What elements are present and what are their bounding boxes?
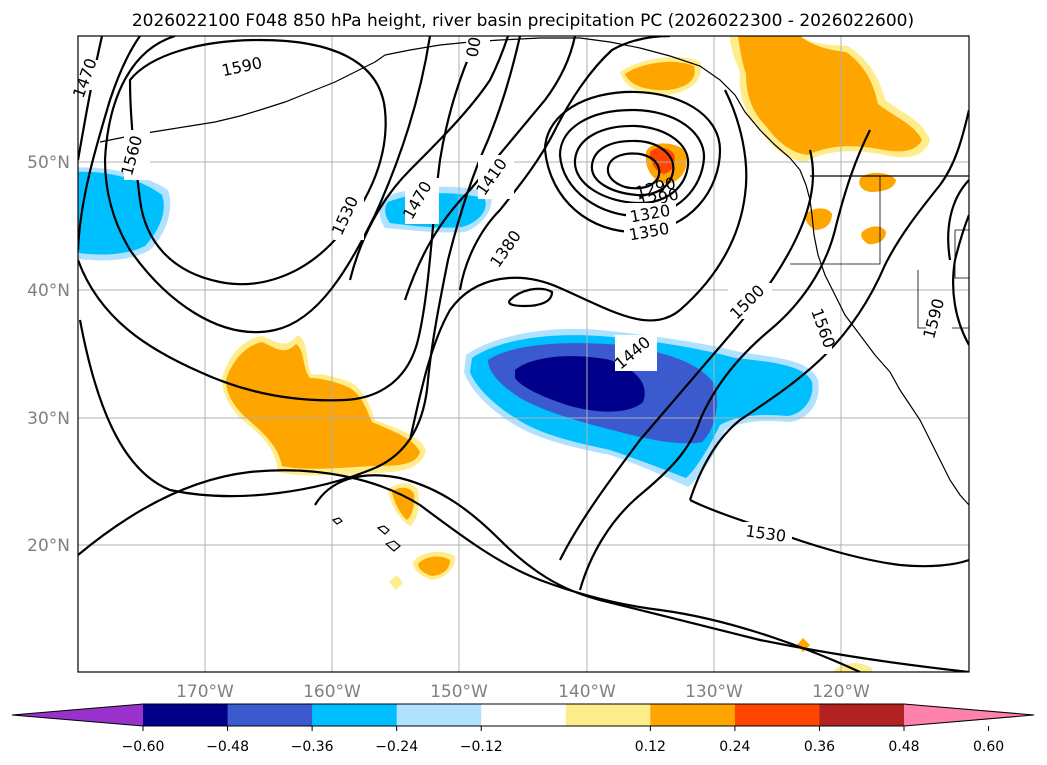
contour-1280-core (606, 152, 661, 190)
coastline-hawaii-2 (384, 540, 401, 552)
lon-label-140w: 140°W (558, 682, 616, 702)
border-state-3 (954, 229, 969, 279)
label-mask (490, 228, 526, 272)
negative-area-east-core (515, 356, 645, 412)
negative-area-west-core (78, 171, 164, 255)
map-panel: 1470 1590 1560 1530 1470 1410 1380 1440 … (69, 35, 970, 673)
colorbar-tick-label: 0.48 (888, 739, 919, 755)
colorbar-segment (143, 704, 229, 726)
colorbar-segment (481, 704, 567, 726)
coastline-hawaii-3 (331, 517, 343, 525)
contour-1530-label-line (689, 499, 969, 568)
label-mask (334, 190, 364, 240)
label-mask (124, 130, 150, 180)
label-mask (926, 295, 952, 341)
contour-1470-central (348, 36, 510, 281)
border-state-1 (790, 176, 881, 265)
coastline-hawaii-1 (376, 525, 390, 535)
contour-1530-east (578, 129, 871, 591)
colorbar-segment (565, 704, 651, 726)
positive-area-bc (738, 36, 922, 155)
lat-label-50n: 50°N (27, 153, 70, 173)
colorbar-tick-label: 0.36 (804, 739, 835, 755)
precip-shading (78, 36, 930, 672)
contour-1530-west (78, 36, 479, 402)
colorbar: −0.60 −0.48 −0.36 −0.24 −0.12 0.12 0.24 0.36 0.4… (11, 703, 1035, 755)
colorbar-segment (734, 704, 820, 726)
positive-area-subtropical (226, 342, 420, 469)
contour-1560-loop (103, 36, 432, 334)
contour-labels: 1470 1590 1560 1530 1470 1410 1380 1440 … (69, 35, 952, 546)
lat-label-20n: 20°N (27, 536, 70, 556)
positive-area-alaska (625, 61, 695, 91)
contour-1530-south (78, 469, 861, 672)
contour-label-00: 00 (462, 35, 484, 58)
colorbar-tick-label: −0.48 (206, 739, 249, 755)
positive-area-hawaii-s-core (418, 556, 450, 576)
lat-label-30n: 30°N (27, 409, 70, 429)
lon-label-160w: 160°W (303, 682, 361, 702)
colorbar-segment (396, 704, 482, 726)
colorbar-tick-label: 0.60 (973, 739, 1004, 755)
positive-area-dot-1 (389, 575, 403, 590)
label-mask (615, 335, 657, 371)
contour-1350 (543, 90, 722, 234)
map-frame (77, 35, 970, 673)
label-mask (738, 522, 792, 544)
label-mask (626, 203, 676, 223)
lon-label-130w: 130°W (685, 682, 743, 702)
label-mask (478, 155, 514, 199)
label-mask (806, 306, 832, 354)
colorbar-tick-label: 0.12 (635, 739, 666, 755)
colorbar-tick-label: −0.36 (291, 739, 334, 755)
positive-area-hawaii-n-core (392, 487, 415, 520)
contour-1380 (458, 36, 671, 291)
label-mask (624, 222, 676, 242)
contour-1410-small (508, 287, 554, 308)
map-title: 2026022100 F048 850 hPa height, river ba… (132, 11, 914, 31)
label-mask (215, 56, 269, 78)
colorbar-segment (650, 704, 736, 726)
contour-1320 (558, 108, 706, 218)
lon-label-170w: 170°W (176, 682, 234, 702)
colorbar-segment (819, 704, 905, 726)
lat-label-40n: 40°N (27, 281, 70, 301)
contour-1440 (408, 89, 748, 441)
lon-label-120w: 120°W (812, 682, 870, 702)
colorbar-extend-high (904, 704, 1034, 726)
contour-1290-outer (573, 124, 690, 205)
positive-area-idaho (859, 172, 896, 192)
contour-1590-east (952, 214, 969, 346)
colorbar-segment (312, 704, 398, 726)
colorbar-tick-label: −0.24 (375, 739, 418, 755)
lon-labels: 170°W 160°W 150°W 140°W 130°W 120°W (176, 682, 870, 702)
contour-1560-west (78, 36, 141, 251)
colorbar-extend-low (12, 704, 143, 726)
colorbar-tick-label: 0.24 (719, 739, 750, 755)
contour-1290-inner (590, 139, 675, 197)
contour-1500-west (78, 36, 522, 498)
colorbar-segment (227, 704, 313, 726)
gridlines (78, 36, 969, 672)
label-mask (728, 283, 772, 319)
contour-1530-mid (314, 474, 969, 672)
contour-1470-west (78, 36, 104, 161)
colorbar-tick-label: −0.12 (460, 739, 503, 755)
label-mask (405, 178, 439, 224)
lat-labels: 50°N 40°N 30°N 20°N (27, 153, 70, 556)
contour-1500-east (559, 149, 815, 561)
label-mask (466, 36, 490, 62)
contour-1560-coast (947, 179, 969, 261)
colorbar-tick-label: −0.60 (122, 739, 165, 755)
lon-label-150w: 150°W (430, 682, 488, 702)
coastline-us-west (811, 214, 969, 506)
contour-1560-east (688, 109, 969, 501)
